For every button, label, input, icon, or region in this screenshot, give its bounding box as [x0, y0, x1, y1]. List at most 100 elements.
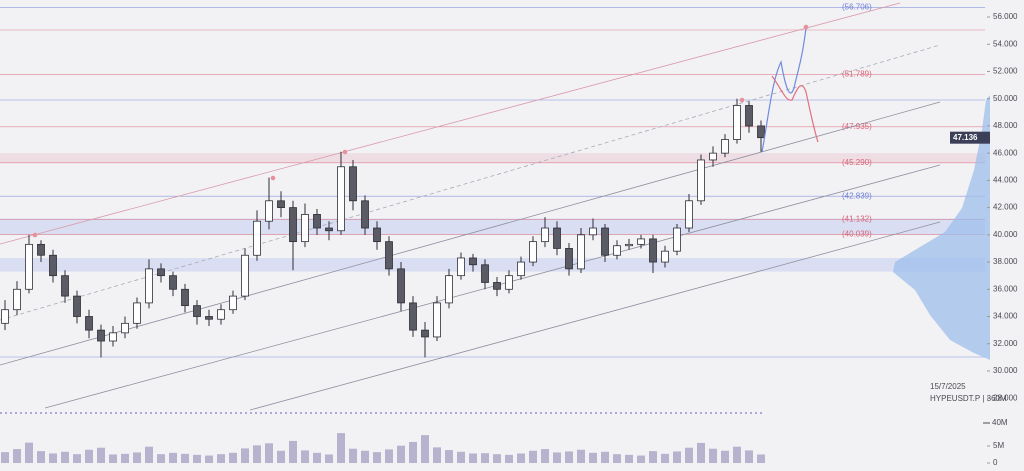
volume-bar [553, 452, 561, 463]
volume-bar [301, 450, 309, 463]
peak [803, 24, 809, 30]
volume-bar [601, 451, 609, 463]
y-tick-label: 38.000 [993, 257, 1018, 266]
level-label: (47.935) [842, 122, 872, 131]
levels: (56.706) (51.789) (47.935) (45.290) (42.839)… [0, 3, 985, 238]
volume-bar [733, 446, 741, 463]
candle-body [661, 250, 669, 263]
candle-body [445, 275, 453, 304]
candle-body [277, 200, 285, 209]
candle-body [181, 288, 189, 307]
volume-bar [625, 454, 633, 463]
candle-body [349, 166, 357, 202]
horizontal-lines [0, 29, 985, 358]
candle-body [505, 275, 513, 290]
level-label: (45.290) [842, 158, 872, 167]
candle-body [409, 302, 417, 331]
candle-body [49, 254, 57, 277]
volume-bar [205, 455, 213, 463]
volume-tick-label: 0 [993, 458, 998, 467]
candle-body [757, 125, 765, 139]
volume-bar [253, 445, 261, 463]
volume-bar [1, 452, 9, 463]
volume-bar [433, 447, 441, 463]
volume-bar [421, 435, 429, 463]
peak [739, 97, 745, 103]
candle-body [289, 207, 297, 243]
candle-body [697, 159, 705, 202]
volume-bar [121, 453, 129, 463]
candle-body [361, 200, 369, 229]
volume-bar [229, 452, 237, 463]
volume-bar [61, 451, 69, 463]
candle-body [685, 200, 693, 229]
candle-body [649, 238, 657, 263]
volume-bar [181, 453, 189, 463]
price-tag-label: 47.136 [953, 133, 978, 142]
volume-bar [481, 453, 489, 463]
level-label: (41.132) [842, 215, 872, 224]
volume-bar [721, 450, 729, 463]
volume-bar [661, 453, 669, 463]
volume-bar [397, 445, 405, 463]
y-tick-label: 50.000 [993, 94, 1018, 103]
y-tick-label: 52.000 [993, 67, 1018, 76]
volume-bar [565, 451, 573, 463]
candle-body [169, 275, 177, 290]
volume-bar [73, 454, 81, 463]
y-tick-label: 34.000 [993, 312, 1018, 321]
candle-body [625, 243, 633, 247]
channel-line [0, 2, 901, 245]
candle-body [469, 257, 477, 266]
candle-body [109, 332, 117, 342]
volume-bar [685, 447, 693, 463]
volume-bar [193, 454, 201, 463]
volume-bar [673, 451, 681, 463]
channel-line [0, 44, 941, 321]
candle-body [337, 166, 345, 232]
volume-bar [157, 454, 165, 463]
candle-body [745, 105, 753, 127]
volume-bar [169, 452, 177, 463]
volume-bar [517, 453, 525, 463]
candles [1, 98, 765, 358]
volume-bar [133, 452, 141, 463]
volume-bar [385, 449, 393, 463]
candle-body [97, 329, 105, 342]
candle-body [613, 245, 621, 256]
volume-bar [577, 449, 585, 463]
y-tick-label: 56.000 [993, 12, 1018, 21]
candle-body [637, 238, 645, 245]
y-tick-label: 40.000 [993, 230, 1018, 239]
candle-body [385, 241, 393, 270]
price-tag [950, 131, 990, 144]
candle-body [1, 309, 9, 324]
volume-bar [589, 452, 597, 463]
volume-bar [109, 454, 117, 463]
candle-body [313, 214, 321, 229]
level-label: (51.789) [842, 69, 872, 78]
volume-bar [25, 442, 33, 463]
peak [270, 175, 276, 181]
volume-bar [37, 451, 45, 463]
volume-bar [145, 446, 153, 463]
volume-bar [325, 454, 333, 463]
y-tick-label: 32.000 [993, 339, 1018, 348]
y-tick-label: 46.000 [993, 148, 1018, 157]
volume-bar [637, 455, 645, 463]
volume-bar [541, 449, 549, 463]
volume-bar [49, 453, 57, 463]
candle-body [517, 261, 525, 277]
volume: 0 5M [1, 433, 1004, 467]
level-label: (56.706) [842, 3, 872, 12]
volume-bar [97, 447, 105, 463]
channel [0, 2, 941, 411]
channel-line [0, 101, 941, 366]
peak [342, 149, 348, 155]
candle-body [673, 227, 681, 252]
volume-bar [241, 448, 249, 463]
candle-body [733, 105, 741, 140]
candle-body [601, 227, 609, 256]
level-label: (42.839) [842, 191, 872, 200]
